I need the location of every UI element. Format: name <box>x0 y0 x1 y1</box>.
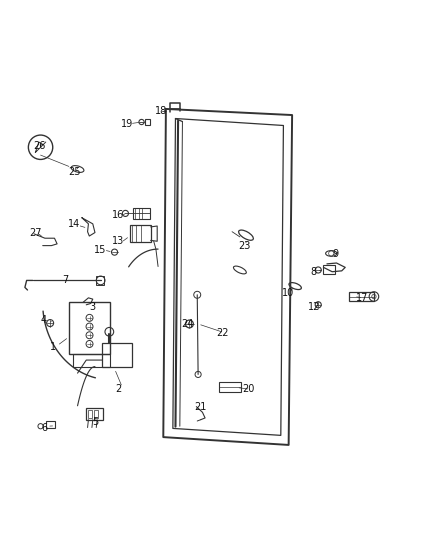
Bar <box>102 343 132 367</box>
Bar <box>73 354 110 367</box>
Text: 9: 9 <box>332 249 339 260</box>
Bar <box>96 276 104 285</box>
Text: 5: 5 <box>92 417 98 427</box>
Text: 23: 23 <box>238 240 251 251</box>
Text: 25: 25 <box>68 167 81 176</box>
Text: 16: 16 <box>112 210 124 220</box>
Text: 3: 3 <box>90 302 96 312</box>
Text: 10: 10 <box>282 288 294 298</box>
Text: 22: 22 <box>216 328 229 337</box>
Bar <box>322 265 335 274</box>
Bar <box>130 225 151 242</box>
Text: 26: 26 <box>33 141 46 150</box>
Text: 2: 2 <box>115 384 121 394</box>
Text: 18: 18 <box>155 106 168 116</box>
Text: 20: 20 <box>242 384 255 394</box>
Text: 17: 17 <box>356 293 368 303</box>
Text: 13: 13 <box>112 236 124 246</box>
Bar <box>69 302 110 354</box>
Bar <box>349 292 374 301</box>
Text: 8: 8 <box>311 266 317 277</box>
Bar <box>133 208 150 219</box>
Bar <box>88 410 92 418</box>
Bar <box>46 421 55 429</box>
Text: 24: 24 <box>181 319 194 329</box>
Bar <box>86 408 103 419</box>
Text: 21: 21 <box>194 402 207 411</box>
Text: 6: 6 <box>41 423 47 433</box>
Bar <box>94 410 99 418</box>
Bar <box>219 382 241 392</box>
Text: 7: 7 <box>63 276 69 286</box>
Text: 12: 12 <box>307 302 320 312</box>
Text: 1: 1 <box>49 342 56 352</box>
Text: 14: 14 <box>68 219 81 229</box>
Text: 4: 4 <box>41 314 47 325</box>
Bar <box>145 119 150 125</box>
Text: 19: 19 <box>120 119 133 129</box>
Text: 27: 27 <box>29 228 42 238</box>
Text: 15: 15 <box>95 245 107 255</box>
